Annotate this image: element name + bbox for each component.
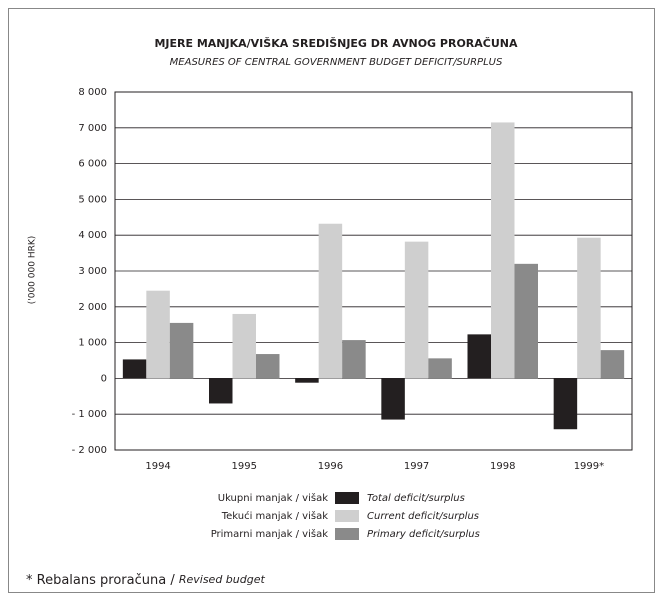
bar	[514, 263, 538, 379]
footnote-text: * Rebalans proračuna /	[26, 573, 179, 588]
chart-title: MJERE MANJKA/VIŠKA SREDIŠNJEG DR AVNOG P…	[154, 37, 518, 50]
legend-swatch	[335, 492, 359, 504]
y-tick-label: 2 000	[78, 302, 107, 313]
y-tick-label: 8 000	[78, 87, 107, 98]
x-tick-label: 1995	[232, 461, 257, 472]
legend-label: Ukupni manjak / višak	[218, 492, 328, 504]
bar	[342, 340, 366, 379]
bar	[122, 359, 147, 379]
y-tick-label: 6 000	[78, 159, 107, 170]
x-tick-label: 1997	[404, 461, 429, 472]
bar	[318, 223, 343, 379]
bar	[295, 378, 319, 383]
y-tick-label: 1 000	[78, 338, 107, 349]
bar	[577, 237, 601, 379]
footnote: * Rebalans proračuna / Revised budget	[26, 573, 265, 588]
bar	[146, 290, 170, 379]
bar	[553, 378, 578, 430]
bar	[428, 358, 452, 379]
legend-swatch	[335, 510, 359, 522]
bar	[491, 122, 515, 379]
frame	[8, 8, 655, 593]
bar	[209, 378, 233, 404]
bar	[232, 313, 256, 379]
y-tick-label: - 1 000	[72, 409, 107, 420]
legend-label-en: Current deficit/surplus	[367, 511, 479, 522]
legend-label: Primarni manjak / višak	[211, 528, 329, 540]
x-tick-label: 1998	[490, 461, 515, 472]
plot-frame	[114, 91, 633, 451]
y-tick-label: 0	[101, 373, 107, 384]
y-tick-label: 4 000	[78, 230, 107, 241]
bar	[256, 354, 280, 379]
bar	[600, 350, 625, 379]
x-tick-label: 1996	[318, 461, 343, 472]
bar	[381, 378, 405, 420]
y-tick-label: - 2 000	[72, 445, 107, 456]
y-tick-label: 7 000	[78, 123, 107, 134]
x-tick-label: 1994	[145, 461, 170, 472]
y-tick-label: 3 000	[78, 266, 107, 277]
footnote-en: Revised budget	[179, 573, 266, 586]
chart-subtitle: MEASURES OF CENTRAL GOVERNMENT BUDGET DE…	[170, 57, 503, 68]
legend-swatch	[335, 528, 359, 540]
x-tick-label: 1999*	[574, 461, 604, 472]
y-tick-label: 5 000	[78, 194, 107, 205]
bar	[169, 322, 194, 379]
bar	[467, 334, 491, 379]
legend-label: Tekući manjak / višak	[221, 510, 329, 522]
bar	[404, 241, 429, 379]
legend-label-en: Total deficit/surplus	[367, 493, 465, 504]
y-axis-label: ('000 000 HRK)	[28, 236, 38, 305]
legend-label-en: Primary deficit/surplus	[367, 529, 480, 540]
